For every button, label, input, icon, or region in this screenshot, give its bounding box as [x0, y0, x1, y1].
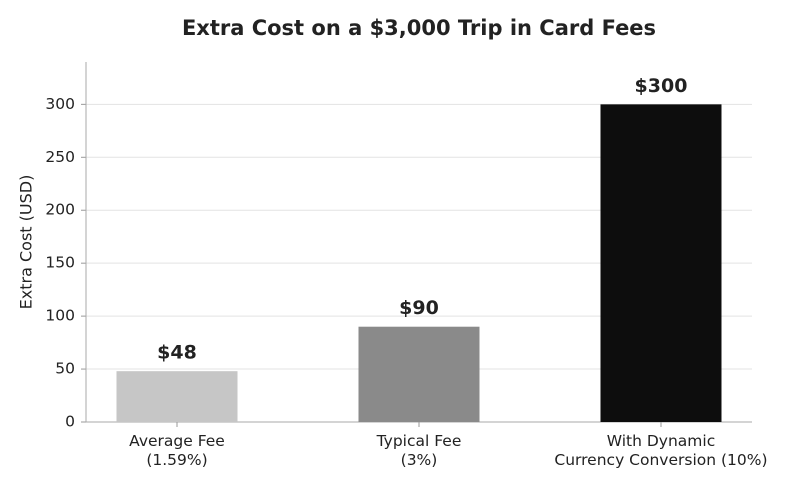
value-label: $48 [157, 342, 197, 364]
y-tick-label: 0 [65, 413, 75, 431]
bar [600, 104, 722, 423]
value-label: $90 [399, 297, 439, 319]
y-tick-label: 250 [45, 148, 75, 166]
y-tick-label: 150 [45, 254, 75, 272]
value-label: $300 [635, 75, 688, 97]
y-tick-label: 200 [45, 201, 75, 219]
bar [358, 326, 480, 422]
bar [116, 371, 238, 422]
x-tick-label: Typical Fee (3%) [376, 432, 462, 469]
y-axis-label: Extra Cost (USD) [17, 175, 36, 310]
y-tick-label: 50 [55, 360, 75, 378]
x-tick-label: Average Fee (1.59%) [129, 432, 225, 469]
y-tick-label: 100 [45, 307, 75, 325]
y-tick-label: 300 [45, 95, 75, 113]
chart-title: Extra Cost on a $3,000 Trip in Card Fees [182, 16, 656, 40]
x-tick-label: With Dynamic Currency Conversion (10%) [554, 432, 768, 469]
